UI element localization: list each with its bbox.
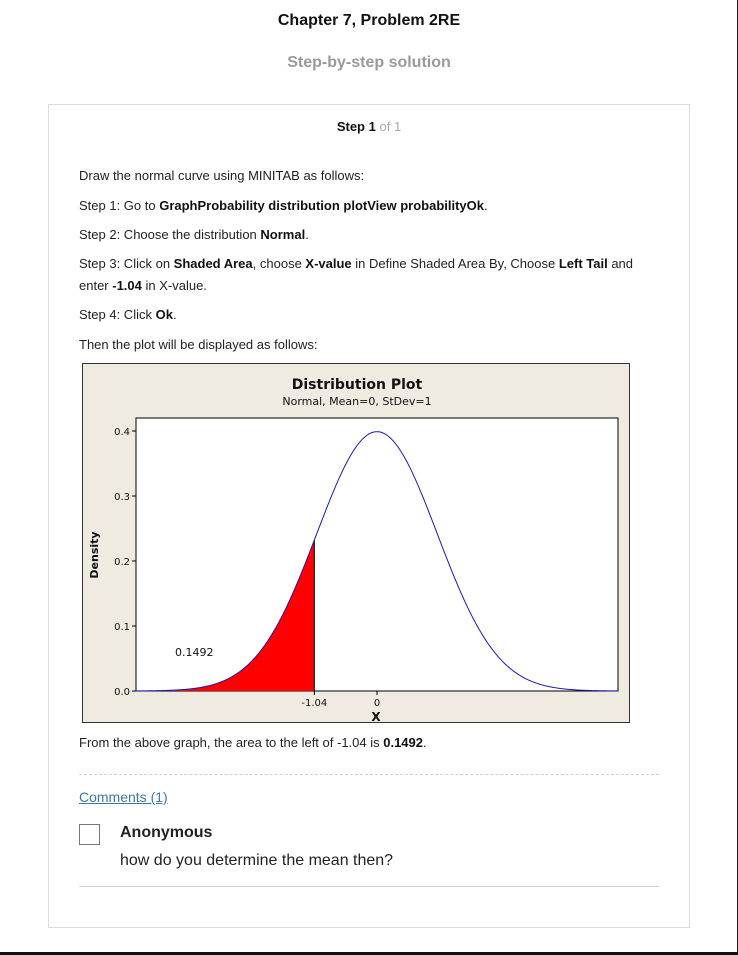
plot-area	[135, 417, 619, 692]
page-title: Chapter 7, Problem 2RE	[277, 12, 461, 29]
step-1-prefix: Step 1: Go to	[79, 198, 160, 213]
conclusion-text: From the above graph, the area to the le…	[79, 732, 649, 754]
step-3-h: -1.04	[112, 278, 142, 293]
step-current: 1	[368, 119, 376, 134]
instruction-step-4: Step 4: Click Ok.	[79, 304, 649, 326]
step-4-bold: Ok	[155, 307, 173, 322]
shaded-area-label: 0.1492	[175, 646, 214, 659]
step-total: of 1	[379, 119, 402, 134]
comment-author: Anonymous	[120, 824, 213, 841]
step-3-e: in Define Shaded Area By, Choose	[351, 256, 559, 271]
step-1-bold: GraphProbability distribution plotView p…	[159, 198, 485, 213]
then-text: Then the plot will be displayed as follo…	[79, 337, 318, 352]
conclusion-prefix: From the above graph, the area to the le…	[79, 735, 384, 750]
step-3-c: , choose	[252, 256, 306, 271]
step-4-suffix: .	[172, 307, 177, 322]
x-tick-label: 0	[374, 698, 380, 709]
comments-divider	[79, 774, 659, 775]
y-tick-label: 0.1	[114, 622, 130, 633]
step-1-suffix: .	[484, 198, 488, 213]
shaded-left-tail	[136, 540, 315, 691]
y-tick-label: 0.2	[114, 557, 130, 568]
y-tick-label: 0.0	[114, 687, 130, 698]
step-3-d: X-value	[305, 256, 352, 271]
chart-subtitle: Normal, Mean=0, StDev=1	[282, 395, 431, 408]
comments-link[interactable]: Comments (1)	[79, 789, 168, 805]
comment-text: how do you determine the mean then?	[120, 852, 394, 869]
step-2-prefix: Step 2: Choose the distribution	[79, 227, 261, 242]
x-axis-ticks: -1.04 0	[301, 691, 380, 709]
step-3-g: and enter	[79, 256, 634, 293]
y-tick-label: 0.4	[114, 427, 130, 438]
conclusion-suffix: .	[423, 735, 427, 750]
instruction-step-1: Step 1: Go to GraphProbability distribut…	[79, 195, 649, 217]
solution-card: Step 1 of 1 Draw the normal curve using …	[48, 104, 690, 928]
distribution-plot-svg: Distribution Plot Normal, Mean=0, StDev=…	[88, 377, 619, 722]
distribution-plot: Distribution Plot Normal, Mean=0, StDev=…	[82, 363, 630, 723]
conclusion-value: 0.1492	[383, 735, 423, 750]
step-4-prefix: Step 4: Click	[79, 307, 156, 322]
y-tick-label: 0.3	[114, 492, 130, 503]
step-3-i: in X-value.	[141, 278, 207, 293]
step-3-b: Shaded Area	[173, 256, 253, 271]
x-axis-label: X	[371, 710, 381, 722]
comment-checkbox[interactable]	[79, 824, 100, 845]
intro-text: Draw the normal curve using MINITAB as f…	[79, 168, 365, 183]
y-axis-label: Density	[88, 531, 101, 578]
step-label: Step	[336, 119, 365, 134]
step-3-a: Step 3: Click on	[79, 256, 174, 271]
step-2-suffix: .	[305, 227, 309, 242]
x-tick-label: -1.04	[301, 698, 327, 709]
density-curve	[136, 431, 618, 692]
instruction-step-3: Step 3: Click on Shaded Area, choose X-v…	[79, 253, 649, 297]
step-2-bold: Normal	[260, 227, 306, 242]
chart-title: Distribution Plot	[292, 377, 423, 393]
step-3-f: Left Tail	[558, 256, 608, 271]
y-axis-ticks: 0.0 0.1 0.2 0.3 0.4	[114, 427, 136, 698]
comment-bottom-divider	[79, 886, 659, 887]
step-indicator: Step 1 of 1	[49, 119, 689, 134]
instruction-step-2: Step 2: Choose the distribution Normal.	[79, 224, 649, 246]
page-bottom-border	[0, 952, 738, 955]
page-subtitle: Step-by-step solution	[287, 54, 451, 71]
